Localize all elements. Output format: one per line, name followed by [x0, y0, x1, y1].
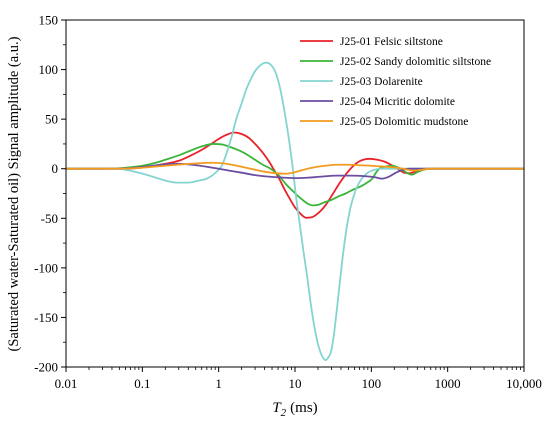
x-tick-label: 100: [362, 376, 382, 391]
x-tick-label: 1: [215, 376, 222, 391]
y-axis-label: (Saturated water-Saturated oil) Signal a…: [6, 36, 22, 351]
legend-entry: J25-01 Felsic siltstone: [300, 36, 443, 48]
legend-label: J25-05 Dolomitic mudstone: [340, 116, 468, 128]
x-axis-label-symbol: T: [272, 400, 282, 416]
series-line-4: [66, 162, 524, 180]
legend-entry: J25-04 Micritic dolomite: [300, 96, 455, 108]
y-tick-label: 50: [45, 112, 58, 127]
series-line-2: [66, 143, 524, 207]
x-axis-label: T2 (ms): [272, 400, 317, 419]
legend-entry: J25-05 Dolomitic mudstone: [300, 116, 468, 128]
y-tick-label: 0: [52, 161, 59, 176]
legend-label: J25-04 Micritic dolomite: [340, 96, 455, 108]
y-tick-label: -100: [34, 260, 58, 275]
x-tick-label: 1000: [435, 376, 461, 391]
y-tick-label: 150: [39, 13, 59, 28]
x-axis-label-unit: (ms): [290, 400, 318, 416]
y-tick-label: -150: [34, 310, 58, 325]
x-axis-label-subscript: 2: [281, 407, 287, 419]
legend: J25-01 Felsic siltstone J25-02 Sandy dolo…: [300, 36, 491, 128]
series-line-5: [66, 161, 524, 175]
x-tick-label: 0.1: [134, 376, 150, 391]
series-layer: [66, 61, 524, 361]
x-tick-label: 10,000: [506, 376, 542, 391]
y-tick-label: -50: [41, 211, 58, 226]
legend-label: J25-03 Dolarenite: [340, 76, 423, 88]
x-tick-label: 0.01: [55, 376, 78, 391]
legend-label: J25-02 Sandy dolomitic siltstone: [340, 56, 491, 68]
y-tick-label: 100: [39, 62, 59, 77]
series-line-3: [66, 61, 524, 361]
legend-entry: J25-03 Dolarenite: [300, 76, 423, 88]
legend-label: J25-01 Felsic siltstone: [340, 36, 443, 48]
legend-entry: J25-02 Sandy dolomitic siltstone: [300, 56, 491, 68]
y-tick-label: -200: [34, 360, 58, 375]
y-axis: 150 100 50 0 -50 -100 -150 -200: [34, 13, 66, 375]
x-tick-label: 10: [289, 376, 302, 391]
x-axis: 0.01 0.1 1 10 100 1000 10,000: [55, 367, 542, 391]
